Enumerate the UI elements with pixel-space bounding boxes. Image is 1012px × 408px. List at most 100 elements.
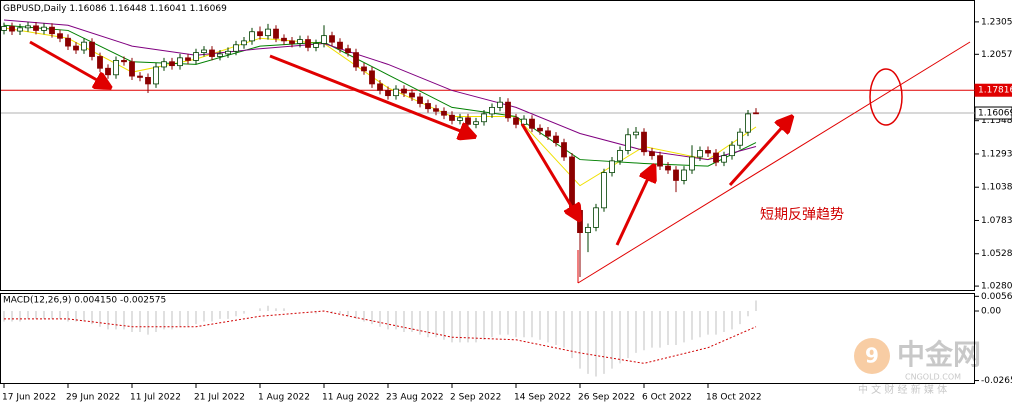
candle-body [153,66,159,85]
x-tick-label: 2 Sep 2022 [450,393,501,403]
candle-body [105,67,111,76]
candle-body [145,76,151,85]
annotations [29,40,971,284]
candle-body [265,28,271,37]
title-close: 1.16069 [190,4,227,14]
candle-body [697,150,703,158]
watermark-logo [854,338,890,374]
candle-body [337,41,343,50]
macd-signal [4,310,757,364]
candle-body [649,151,655,157]
y-tick-label: 1.07830 [981,216,1012,226]
candle-body [753,112,759,115]
candle-body [73,45,79,51]
candle-body [521,118,527,125]
candle-body [513,117,519,125]
x-tick-label: 17 Jun 2022 [2,393,56,403]
candle-body [481,113,487,123]
candle-body [249,31,255,42]
candle-body [433,108,439,112]
x-tick-label: 11 Jul 2022 [130,393,181,403]
candle-body [49,26,55,35]
candle-body [673,169,679,181]
candle-body [553,135,559,144]
candle-body [577,210,583,234]
x-tick-label: 29 Jun 2022 [66,393,120,403]
y-tick-label: 1.10380 [981,183,1012,193]
price-label-box [974,83,1012,97]
candle-body [617,150,623,162]
x-tick-label: 21 Jul 2022 [194,393,245,403]
support-line [577,41,971,284]
candle-body [665,165,671,171]
candle-body [361,66,367,72]
x-tick-label: 6 Oct 2022 [642,393,692,403]
candle-body [273,28,279,39]
trend-arrow [615,172,651,246]
candle-body [385,90,391,97]
candle-body [425,103,431,110]
candle-body [729,144,735,157]
candle-body [497,101,503,108]
candle-body [609,160,615,174]
annotation-text: 短期反弹趋势 [760,207,844,223]
candle-body [81,41,87,51]
candle-body [89,41,95,57]
macd-y-tick-label: -0.026558 [981,376,1012,386]
candle-body [721,155,727,163]
candle-body [713,152,719,163]
macd-title: MACD(12,26,9) 0.004150 -0.002575 [3,296,166,306]
y-tick-label: 1.20570 [981,50,1012,60]
watermark-slogan: 中 文 财 经 新 媒 体 [858,383,947,396]
candle-body [225,50,231,55]
candle-body [529,118,535,129]
price-label-box [974,106,1012,120]
plot-layer: 1.23055 1.20570 1.15480 1.12930 1.10380 1.078… [1,17,1012,403]
candle-body [9,26,15,32]
x-tick-label: 18 Oct 2022 [706,393,762,403]
candle-body [169,61,175,67]
candle-body [233,44,239,52]
candle-body [417,96,423,104]
candle-body [545,130,551,137]
macd-y-tick-label: 0.00 [981,307,1001,317]
chart-title: GBPUSD,Daily 1.16086 1.16448 1.16041 1.1… [3,4,227,14]
candle-body [321,35,327,44]
price-label: 1.16069 [978,109,1012,119]
candle-body [449,114,455,121]
title-low: 1.16041 [150,4,187,14]
candle-body [593,207,599,228]
candle-body [17,27,23,32]
candle-body [737,131,743,146]
candle-body [41,26,47,31]
candle-body [65,37,71,47]
watermark-name: 中金网 [897,338,981,371]
title-high: 1.16448 [109,4,146,14]
candle-body [313,43,319,48]
candle-body [689,156,695,171]
candle-body [241,40,247,46]
candle-body [297,39,303,44]
watermark-logo-mark: 9 [865,344,879,368]
x-tick-label: 14 Sep 2022 [514,393,571,403]
watermark-site: CNGOLD.COM [905,373,961,382]
candle-body [97,56,103,69]
candle-body [345,48,351,54]
candle-body [457,117,463,121]
macd-y-tick-label: 0.005613 [981,292,1012,302]
candle-body [1,26,7,31]
candle-body [201,49,207,54]
candle-body [585,226,591,234]
candle-body [505,101,511,119]
candle-body [289,40,295,44]
x-tick-label: 26 Sep 2022 [578,393,635,403]
candle-body [209,49,215,57]
watermark: 9 中金网 CNGOLD.COM 中 文 财 经 新 媒 体 [854,338,981,396]
trend-arrow [520,123,576,214]
candle-body [281,37,287,42]
candle-body [257,31,263,37]
trend-arrow [29,40,104,84]
candle-body [353,52,359,68]
